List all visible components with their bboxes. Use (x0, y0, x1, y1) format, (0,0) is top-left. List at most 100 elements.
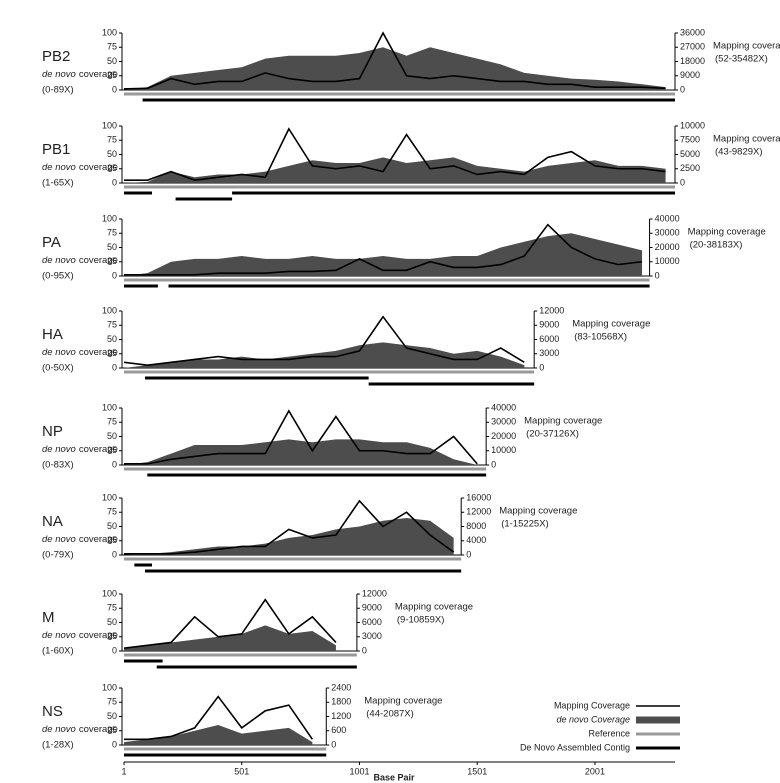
y-tick-label: 100 (102, 402, 117, 412)
coverage-line (123, 598, 337, 649)
y2-label: Mapping coverage (713, 134, 780, 145)
x-axis-label: Base Pair (373, 772, 415, 782)
y2-tick-label: 20000 (491, 431, 516, 441)
y-tick-label: 25 (107, 70, 117, 80)
y2-range-label: (43-9829X) (715, 147, 763, 158)
y2-tick-label: 20000 (655, 242, 680, 252)
y-tick-label: 25 (107, 163, 117, 173)
y-tick-label: 100 (102, 682, 117, 692)
y-tick-label: 25 (107, 445, 117, 455)
coverage-line (123, 31, 666, 90)
y2-range-label: (1-15225X) (501, 519, 549, 530)
y-tick-label: 50 (107, 711, 117, 721)
legend-label: Mapping Coverage (554, 700, 630, 710)
y2-label: Mapping coverage (524, 416, 602, 427)
panel-subtitle: de novo coverage (42, 162, 118, 173)
y2-tick-label: 6000 (362, 617, 382, 627)
y2-tick-label: 9000 (362, 603, 382, 613)
legend-label: de novo Coverage (556, 714, 630, 724)
y-tick-label: 50 (107, 617, 117, 627)
y2-tick-label: 9000 (539, 320, 559, 330)
y-tick-label: 25 (107, 631, 117, 641)
subtitle: coverage (79, 162, 118, 173)
panel: NA de novo coverage (0-79X) Mapping coverage… (42, 492, 577, 573)
panel-subtitle: de novo coverage (42, 444, 118, 455)
y-range-label: (0-79X) (42, 550, 74, 561)
y2-tick-label: 12000 (362, 588, 387, 598)
panel-subtitle: de novo coverage (42, 347, 118, 358)
y-tick-label: 75 (107, 417, 117, 427)
subtitle-italic: de novo (42, 630, 76, 641)
y-tick-label: 0 (112, 549, 117, 559)
y-tick-label: 25 (107, 535, 117, 545)
coverage-area (124, 725, 313, 745)
coverage-area (124, 625, 336, 651)
coverage-line (123, 315, 525, 366)
y2-label: Mapping coverage (364, 696, 442, 707)
y-tick-label: 75 (107, 320, 117, 330)
y-tick-label: 50 (107, 431, 117, 441)
panel-title: PB2 (42, 48, 70, 65)
y2-tick-label: 3000 (362, 631, 382, 641)
y-tick-label: 75 (107, 507, 117, 517)
subtitle-italic: de novo (42, 162, 76, 173)
x-tick-label: 501 (234, 766, 249, 776)
y2-label: Mapping coverage (395, 602, 473, 613)
panel-title: NP (42, 423, 63, 440)
y2-label: Mapping coverage (499, 506, 577, 517)
y2-tick-label: 40000 (491, 402, 516, 412)
panel-subtitle: de novo coverage (42, 69, 118, 80)
coverage-line (124, 223, 643, 276)
y2-tick-label: 40000 (655, 213, 680, 223)
y2-tick-label: 30000 (655, 228, 680, 238)
y2-tick-label: 27000 (680, 42, 705, 52)
panel-title: HA (42, 326, 63, 343)
y2-tick-label: 12000 (466, 507, 491, 517)
subtitle-italic: de novo (42, 347, 76, 358)
x-tick-label: 1001 (349, 766, 369, 776)
y2-tick-label: 600 (331, 725, 346, 735)
coverage-area (124, 439, 478, 465)
y2-range-label: (20-37126X) (526, 429, 579, 440)
panel: HA de novo coverage (0-50X) Mapping coverage… (42, 305, 650, 386)
y2-tick-label: 4000 (466, 535, 486, 545)
coverage-area (124, 342, 525, 368)
coverage-area (124, 233, 643, 276)
y2-tick-label: 30000 (491, 417, 516, 427)
y2-label: Mapping coverage (713, 41, 780, 52)
y-tick-label: 75 (107, 697, 117, 707)
coverage-line (124, 127, 666, 181)
y2-tick-label: 6000 (539, 334, 559, 344)
y-tick-label: 75 (107, 135, 117, 145)
panel: PA de novo coverage (0-95X) Mapping coverage… (42, 213, 766, 288)
y-tick-label: 0 (112, 362, 117, 372)
y2-tick-label: 0 (680, 177, 685, 187)
y2-tick-label: 0 (539, 362, 544, 372)
y-tick-label: 100 (102, 492, 117, 502)
y2-tick-label: 12000 (539, 305, 564, 315)
y2-tick-label: 10000 (680, 120, 705, 130)
panel-title: PA (42, 234, 61, 251)
y-tick-label: 0 (112, 177, 117, 187)
y2-range-label: (83-10568X) (574, 332, 627, 343)
y-tick-label: 50 (107, 56, 117, 66)
panel: NS de novo coverage (1-28X) Mapping coverage… (42, 682, 442, 757)
y2-tick-label: 1200 (331, 711, 351, 721)
y2-tick-label: 0 (491, 459, 496, 469)
subtitle: coverage (79, 630, 118, 641)
y-tick-label: 0 (112, 645, 117, 655)
panel: NP de novo coverage (0-83X) Mapping coverage… (42, 402, 602, 477)
x-tick-label: 1501 (467, 766, 487, 776)
y-tick-label: 0 (112, 270, 117, 280)
y-tick-label: 75 (107, 603, 117, 613)
y2-tick-label: 2500 (680, 163, 700, 173)
y2-tick-label: 2400 (331, 682, 351, 692)
y-tick-label: 0 (112, 459, 117, 469)
subtitle-italic: de novo (42, 724, 76, 735)
y2-tick-label: 5000 (680, 149, 700, 159)
subtitle-italic: de novo (42, 444, 76, 455)
y2-range-label: (44-2087X) (366, 709, 414, 720)
y-tick-label: 100 (102, 27, 117, 37)
y-tick-label: 50 (107, 521, 117, 531)
